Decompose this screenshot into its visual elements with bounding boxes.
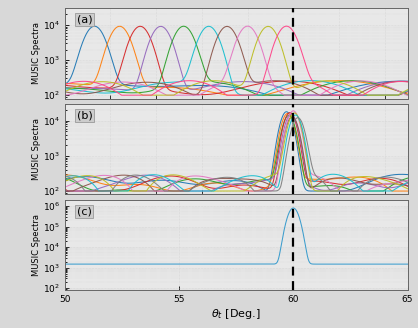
Text: (c): (c) — [77, 206, 92, 216]
Text: (b): (b) — [77, 110, 92, 120]
Y-axis label: MUSIC Spectra: MUSIC Spectra — [32, 22, 41, 84]
X-axis label: $\theta_t$ [Deg.]: $\theta_t$ [Deg.] — [212, 307, 261, 321]
Y-axis label: MUSIC Spectra: MUSIC Spectra — [32, 214, 41, 276]
Text: (a): (a) — [77, 14, 92, 25]
Y-axis label: MUSIC Spectra: MUSIC Spectra — [32, 118, 41, 180]
